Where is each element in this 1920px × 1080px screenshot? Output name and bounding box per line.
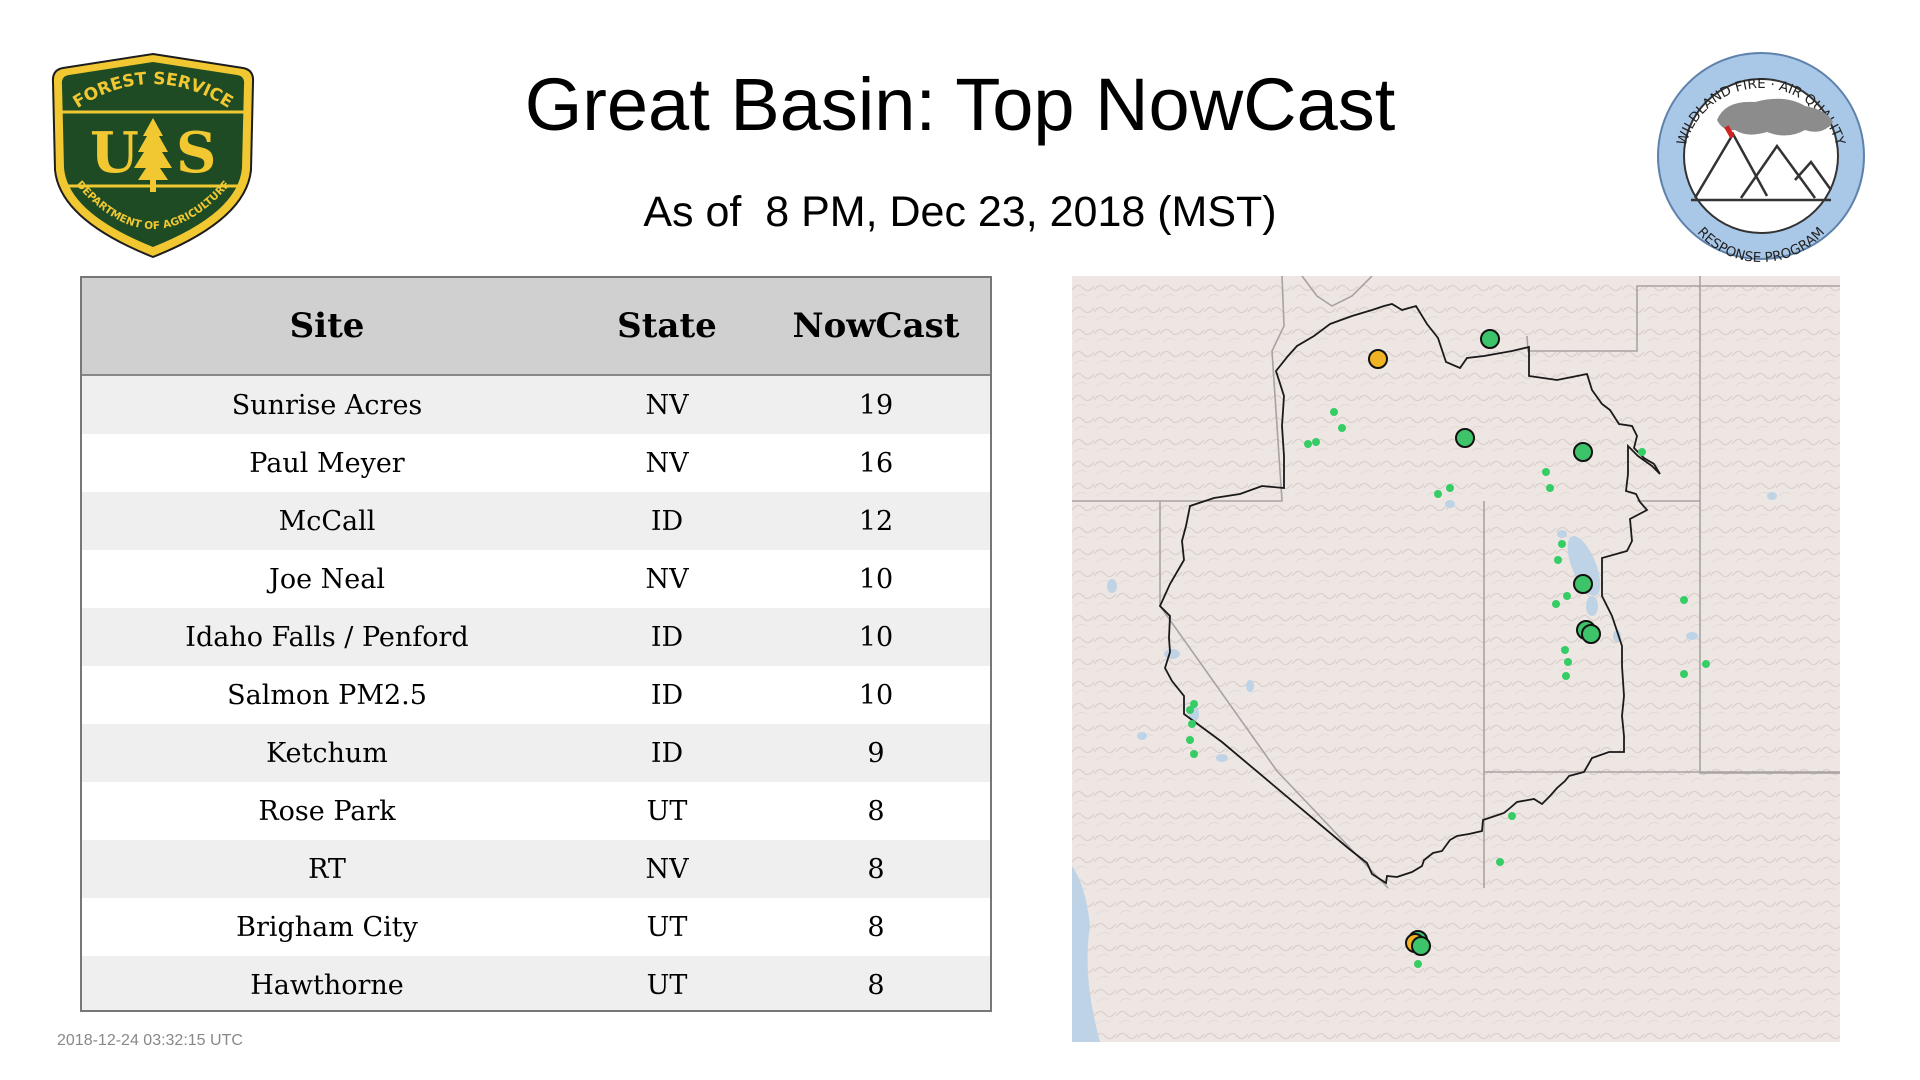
nowcast-cell: 16 bbox=[762, 434, 990, 492]
table-row: RT NV 8 bbox=[82, 840, 990, 898]
table-row: Idaho Falls / Penford ID 10 bbox=[82, 608, 990, 666]
state-cell: NV bbox=[572, 840, 762, 898]
good-site-marker[interactable] bbox=[1573, 442, 1593, 462]
forest-service-logo: FOREST SERVICE U S DEPARTMENT OF AGRICUL… bbox=[51, 52, 255, 259]
site-cell: Rose Park bbox=[82, 782, 572, 840]
site-cell: Brigham City bbox=[82, 898, 572, 956]
terrain-shading bbox=[1072, 276, 1840, 1042]
table-header-row: Site State NowCast bbox=[82, 278, 990, 376]
good-site-marker[interactable] bbox=[1411, 936, 1431, 956]
nowcast-cell: 12 bbox=[762, 492, 990, 550]
usfs-letter-u: U bbox=[90, 120, 139, 186]
nowcast-cell: 8 bbox=[762, 840, 990, 898]
good-site-marker[interactable] bbox=[1581, 624, 1601, 644]
nowcast-cell: 10 bbox=[762, 550, 990, 608]
minor-monitoring-sites bbox=[1186, 408, 1710, 968]
smoke-plume-icon bbox=[1717, 98, 1833, 136]
nowcast-table: Site State NowCast Sunrise Acres NV 19 P… bbox=[80, 276, 992, 1012]
major-monitoring-sites[interactable] bbox=[1368, 329, 1601, 956]
site-cell: Joe Neal bbox=[82, 550, 572, 608]
state-borders bbox=[1072, 276, 1840, 889]
pacific-ocean bbox=[1072, 866, 1100, 1042]
nowcast-cell: 8 bbox=[762, 898, 990, 956]
nowcast-cell: 8 bbox=[762, 956, 990, 1010]
good-site-marker[interactable] bbox=[1455, 428, 1475, 448]
state-cell: UT bbox=[572, 782, 762, 840]
state-cell: NV bbox=[572, 375, 762, 434]
column-header-state[interactable]: State bbox=[572, 278, 762, 376]
state-cell: ID bbox=[572, 492, 762, 550]
state-cell: ID bbox=[572, 666, 762, 724]
nowcast-cell: 10 bbox=[762, 608, 990, 666]
footer-timestamp: 2018-12-24 03:32:15 UTC bbox=[57, 1032, 243, 1049]
fire-marker-icon bbox=[1724, 125, 1735, 139]
column-header-site[interactable]: Site bbox=[82, 278, 572, 376]
nowcast-cell: 19 bbox=[762, 375, 990, 434]
table-row: Brigham City UT 8 bbox=[82, 898, 990, 956]
site-cell: Ketchum bbox=[82, 724, 572, 782]
site-cell: RT bbox=[82, 840, 572, 898]
table-row: Joe Neal NV 10 bbox=[82, 550, 990, 608]
table-row: Paul Meyer NV 16 bbox=[82, 434, 990, 492]
site-cell: Idaho Falls / Penford bbox=[82, 608, 572, 666]
good-site-marker[interactable] bbox=[1480, 329, 1500, 349]
great-basin-map[interactable] bbox=[1072, 276, 1840, 1042]
table-row: Ketchum ID 9 bbox=[82, 724, 990, 782]
page-subtitle: As of 8 PM, Dec 23, 2018 (MST) bbox=[643, 188, 1277, 236]
good-site-marker[interactable] bbox=[1573, 574, 1593, 594]
site-cell: McCall bbox=[82, 492, 572, 550]
table-row: Hawthorne UT 8 bbox=[82, 956, 990, 1010]
state-cell: UT bbox=[572, 956, 762, 1010]
site-cell: Paul Meyer bbox=[82, 434, 572, 492]
site-cell: Hawthorne bbox=[82, 956, 572, 1010]
site-cell: Sunrise Acres bbox=[82, 375, 572, 434]
nowcast-cell: 9 bbox=[762, 724, 990, 782]
state-cell: UT bbox=[572, 898, 762, 956]
column-header-nowcast[interactable]: NowCast bbox=[762, 278, 990, 376]
nowcast-cell: 10 bbox=[762, 666, 990, 724]
usfs-letter-s: S bbox=[176, 120, 216, 186]
wildland-fire-air-quality-logo: WILDLAND FIRE · AIR QUALITY RESPONSE PRO… bbox=[1657, 52, 1865, 262]
state-cell: NV bbox=[572, 434, 762, 492]
table-row: McCall ID 12 bbox=[82, 492, 990, 550]
great-basin-boundary bbox=[1158, 303, 1661, 885]
moderate-site-marker[interactable] bbox=[1368, 349, 1388, 369]
state-cell: NV bbox=[572, 550, 762, 608]
state-cell: ID bbox=[572, 724, 762, 782]
table-row: Salmon PM2.5 ID 10 bbox=[82, 666, 990, 724]
nowcast-cell: 8 bbox=[762, 782, 990, 840]
table-row: Rose Park UT 8 bbox=[82, 782, 990, 840]
site-cell: Salmon PM2.5 bbox=[82, 666, 572, 724]
pine-tree-icon bbox=[134, 118, 172, 192]
page-title: Great Basin: Top NowCast bbox=[524, 63, 1396, 146]
state-cell: ID bbox=[572, 608, 762, 666]
table-row: Sunrise Acres NV 19 bbox=[82, 375, 990, 434]
